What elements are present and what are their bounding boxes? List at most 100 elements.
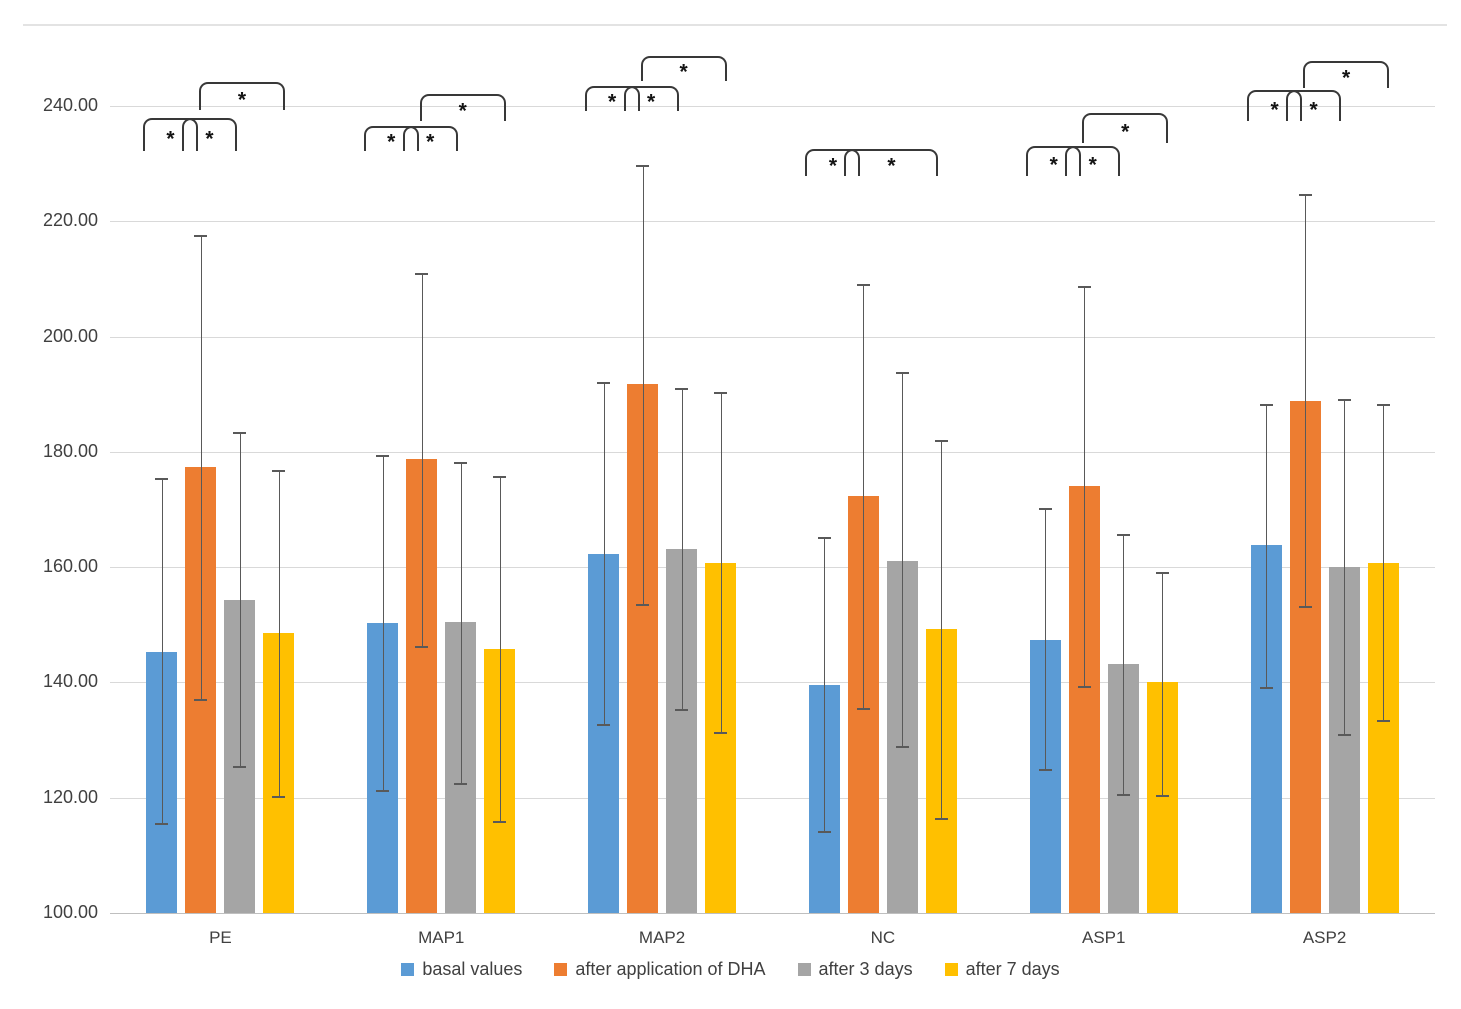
- significance-bracket-NC-s1-s3: *: [844, 148, 939, 177]
- error-bar-MAP1-1: [421, 272, 423, 646]
- error-bar-cap: [415, 272, 429, 275]
- error-bar-cap: [454, 783, 468, 786]
- error-bar-cap: [1298, 606, 1312, 609]
- error-bar-cap: [1038, 769, 1052, 772]
- legend-swatch-icon: [401, 963, 415, 976]
- error-bar-ASP1-1: [1084, 285, 1086, 686]
- y-axis-tick-label: 180.00: [42, 440, 98, 461]
- y-axis-tick-label: 160.00: [42, 556, 98, 577]
- error-bar-ASP2-0: [1266, 404, 1268, 688]
- significance-bracket-PE-s1-s3: *: [198, 82, 285, 112]
- significance-bracket-ASP2-s1-s3: *: [1303, 61, 1390, 90]
- error-bar-cap: [1337, 734, 1351, 737]
- significance-asterisk: *: [1121, 120, 1130, 144]
- error-bar-cap: [1337, 398, 1351, 401]
- error-bar-NC-0: [824, 537, 826, 832]
- error-bar-MAP2-2: [681, 387, 683, 709]
- gridline: [110, 336, 1435, 338]
- error-bar-ASP2-3: [1383, 404, 1385, 721]
- error-bar-cap: [1116, 794, 1130, 797]
- significance-bracket-ASP1-s1-s3: *: [1082, 112, 1169, 144]
- error-bar-cap: [856, 708, 870, 711]
- significance-bracket-MAP2-s1-s3: *: [640, 55, 727, 84]
- gridline: [110, 451, 1435, 453]
- error-bar-cap: [155, 478, 169, 481]
- legend-item-2: after 3 days: [797, 959, 913, 980]
- error-bar-NC-2: [902, 372, 904, 747]
- legend-item-0: basal values: [401, 959, 522, 980]
- significance-bracket-MAP1-s1-s3: *: [419, 93, 506, 122]
- significance-asterisk: *: [237, 88, 246, 112]
- error-bar-cap: [675, 708, 689, 711]
- significance-asterisk: *: [1341, 66, 1351, 90]
- x-axis-line: [110, 913, 1435, 914]
- error-bar-cap: [493, 476, 507, 479]
- significance-bracket-ASP2-s0-s1: *: [1247, 89, 1303, 122]
- chart-legend: basal values after application of DHA afte…: [0, 959, 1461, 980]
- error-bar-ASP2-2: [1344, 398, 1346, 735]
- error-bar-cap: [233, 766, 247, 768]
- gridline: [110, 567, 1435, 569]
- significance-bracket-ASP2-s1-s2: *: [1286, 89, 1342, 121]
- error-bar-cap: [1077, 285, 1091, 288]
- error-bar-MAP2-0: [603, 382, 605, 724]
- error-bar-PE-3: [278, 470, 280, 796]
- significance-bracket-MAP2-s1-s2: *: [623, 85, 679, 113]
- error-bar-cap: [895, 746, 909, 749]
- error-bar-cap: [817, 537, 831, 540]
- error-bar-cap: [1155, 794, 1169, 797]
- error-bar-cap: [597, 382, 611, 385]
- significance-bracket-MAP2-s0-s1: *: [584, 85, 640, 114]
- gridline: [110, 797, 1435, 799]
- significance-asterisk: *: [1049, 153, 1058, 177]
- significance-bracket-PE-s0-s1: *: [142, 117, 198, 151]
- error-bar-cap: [714, 732, 728, 734]
- legend-swatch-icon: [944, 963, 958, 976]
- error-bar-cap: [934, 440, 948, 443]
- y-axis-tick-label: 140.00: [42, 671, 98, 692]
- gridline: [110, 682, 1435, 684]
- significance-asterisk: *: [1088, 153, 1097, 177]
- error-bar-cap: [1259, 404, 1273, 406]
- significance-bracket-ASP1-s1-s2: *: [1065, 145, 1121, 177]
- error-bar-MAP1-3: [499, 476, 501, 822]
- error-bar-cap: [272, 795, 286, 798]
- error-bar-cap: [376, 455, 390, 458]
- significance-bracket-MAP1-s0-s1: *: [363, 125, 419, 153]
- error-bar-ASP1-2: [1123, 533, 1125, 795]
- significance-asterisk: *: [205, 127, 214, 151]
- legend-label: basal values: [422, 959, 523, 979]
- significance-bracket-NC-s0-s1: *: [805, 148, 861, 177]
- error-bar-cap: [1077, 685, 1091, 688]
- error-bar-MAP2-3: [720, 392, 722, 732]
- error-bar-cap: [1376, 404, 1390, 406]
- error-bar-cap: [1298, 193, 1312, 196]
- legend-swatch-icon: [554, 963, 568, 976]
- x-axis-category-PE: PE: [209, 928, 232, 947]
- significance-asterisk: *: [1270, 98, 1279, 122]
- error-bar-cap: [856, 283, 870, 286]
- error-bar-cap: [1155, 571, 1169, 574]
- error-bar-cap: [675, 387, 689, 390]
- legend-item-1: after application of DHA: [554, 959, 766, 980]
- error-bar-ASP1-0: [1045, 508, 1047, 770]
- x-axis-category-ASP2: ASP2: [1302, 928, 1347, 947]
- y-axis-tick-label: 220.00: [42, 210, 98, 231]
- y-axis-tick-label: 200.00: [42, 325, 98, 346]
- error-bar-cap: [1038, 508, 1052, 511]
- legend-label: after 7 days: [965, 959, 1060, 979]
- error-bar-ASP1-3: [1162, 571, 1164, 795]
- significance-asterisk: *: [607, 90, 617, 114]
- error-bar-cap: [1376, 720, 1390, 723]
- significance-asterisk: *: [679, 60, 688, 84]
- error-bar-cap: [272, 470, 286, 473]
- error-bar-cap: [817, 831, 831, 834]
- error-bar-MAP1-0: [382, 455, 384, 790]
- error-bar-MAP2-1: [642, 164, 644, 605]
- significance-asterisk: *: [426, 130, 435, 154]
- x-axis-category-MAP2: MAP2: [638, 928, 686, 947]
- error-bar-cap: [636, 164, 650, 167]
- gridline: [110, 221, 1435, 223]
- x-axis-category-NC: NC: [870, 928, 896, 947]
- error-bar-cap: [454, 461, 468, 464]
